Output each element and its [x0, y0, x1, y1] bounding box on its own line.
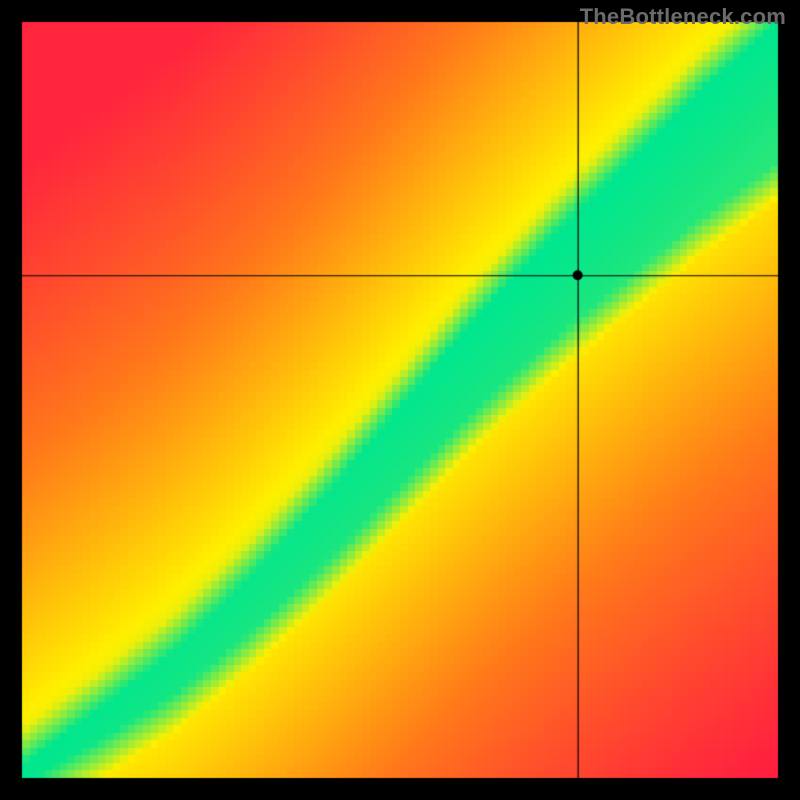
watermark-text: TheBottleneck.com	[580, 4, 786, 30]
chart-container: TheBottleneck.com	[0, 0, 800, 800]
bottleneck-heatmap	[0, 0, 800, 800]
